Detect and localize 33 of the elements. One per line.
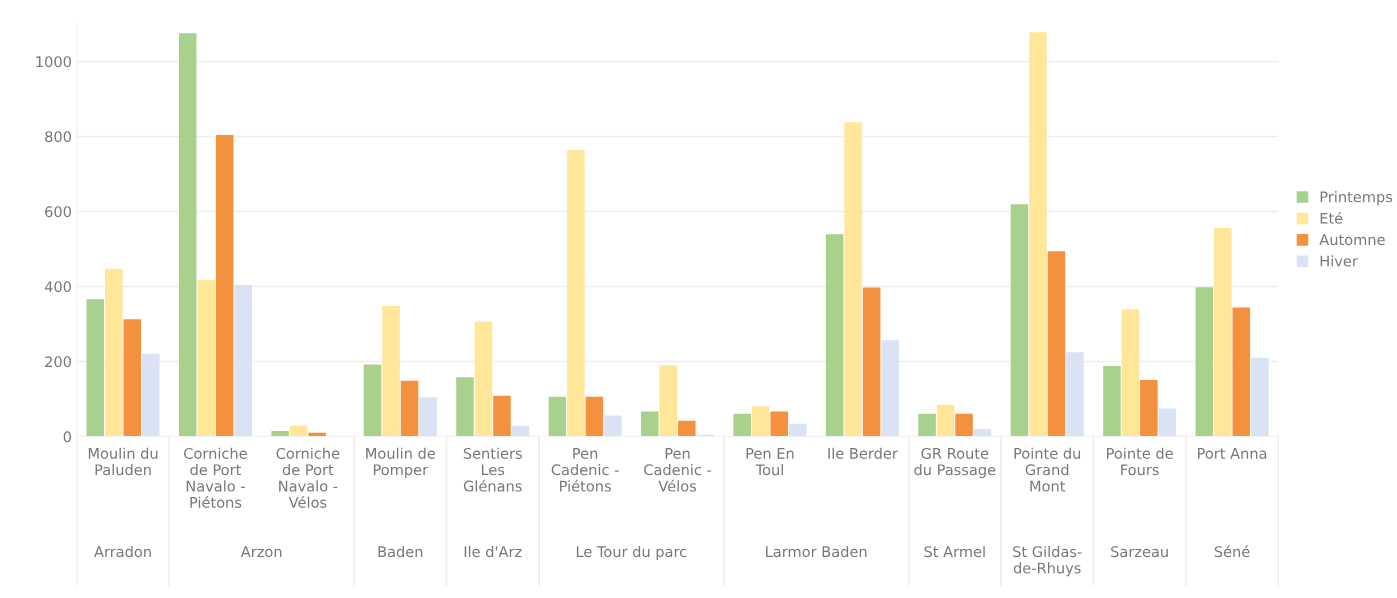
y-tick-label: 600 <box>45 206 71 218</box>
legend-label: Eté <box>1320 211 1343 224</box>
y-tick-label: 0 <box>63 431 72 443</box>
x-tick-label: Sentiers Les Glénans <box>463 447 522 492</box>
text: Ile d'Arz <box>464 545 522 558</box>
x-tick-label: Moulin de Pomper <box>366 447 435 479</box>
x-tick-label: Port Anna <box>1198 448 1267 459</box>
y-tick-label: 800 <box>45 131 71 143</box>
text: Arradon <box>94 545 151 558</box>
text: Le Tour du parc <box>576 545 687 560</box>
legend-label: Printemps <box>1320 191 1393 206</box>
text: Séné <box>1214 545 1250 558</box>
x-tick-label: Corniche de Port Navalo - Piétons <box>184 447 247 508</box>
text: Larmor Baden <box>766 545 867 558</box>
x-tick-label: Moulin du Paluden <box>88 447 158 476</box>
x-tick-label: Pointe de Fours <box>1107 447 1173 476</box>
text: St Gildas- de-Rhuys <box>1013 545 1082 577</box>
x-tick-label: Pen En Toul <box>746 448 794 476</box>
y-tick-label: 400 <box>44 281 71 293</box>
legend-label: Automne <box>1319 234 1385 246</box>
legend-label: Hiver <box>1320 255 1358 267</box>
x-tick-label: Pen Cadenic - Vélos <box>644 448 712 492</box>
text: St Armel <box>924 545 985 558</box>
text: Sarzeau <box>1111 546 1168 558</box>
x-tick-label: Pen Cadenic - Piétons <box>551 448 619 492</box>
y-tick-label: 200 <box>45 356 71 368</box>
text: Baden <box>378 545 423 558</box>
x-tick-label: Ile Berder <box>828 447 898 459</box>
y-tick-label: 1000 <box>36 56 71 68</box>
x-tick-label: GR Route du Passage <box>914 447 996 479</box>
x-tick-label: Corniche de Port Navalo - Vélos <box>276 447 340 508</box>
text: Arzon <box>240 546 282 558</box>
x-tick-label: Pointe du Grand Mont <box>1014 447 1081 492</box>
